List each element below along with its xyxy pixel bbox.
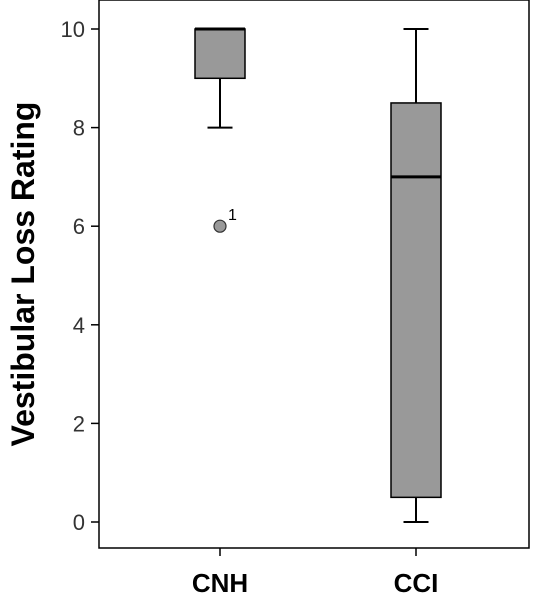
y-tick-label: 6 [73, 214, 85, 239]
y-axis: 0 2 4 6 8 10 [61, 17, 99, 535]
y-tick-label: 0 [73, 510, 85, 535]
x-category-label: CNH [192, 568, 248, 598]
plot-frame [98, 0, 530, 549]
outlier-point [213, 219, 227, 233]
y-tick-label: 4 [73, 313, 85, 338]
box-cnh: 1 [194, 27, 246, 233]
y-tick-label: 8 [73, 116, 85, 141]
outlier-label: 1 [228, 207, 237, 224]
box-series: 1 [194, 27, 442, 523]
iqr-box [194, 28, 246, 80]
x-category-label: CCI [394, 568, 439, 598]
iqr-box [390, 102, 442, 499]
x-axis: CNH CCI [192, 548, 439, 598]
y-axis-title: Vestibular Loss Rating [5, 102, 41, 447]
y-tick-label: 10 [61, 17, 85, 42]
box-cci [390, 28, 442, 523]
y-tick-label: 2 [73, 411, 85, 436]
